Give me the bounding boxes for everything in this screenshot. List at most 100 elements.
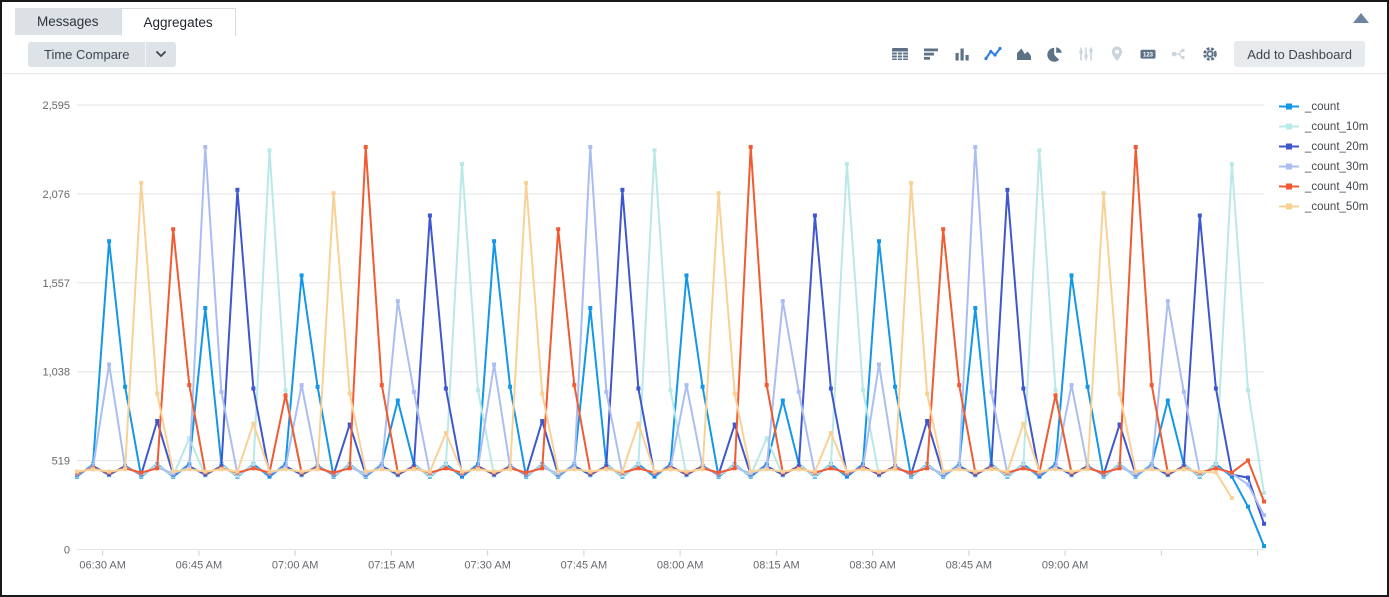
data-point [492,469,497,474]
data-point [171,469,176,474]
data-point [187,436,192,441]
x-axis-label: 08:15 AM [753,560,799,572]
data-point [411,467,416,472]
legend-marker-icon [1279,143,1299,150]
bar-horizontal-icon[interactable] [921,44,941,64]
data-point [604,389,609,394]
data-point [1021,421,1026,426]
data-point [1246,388,1250,393]
x-axis-label: 08:45 AM [946,560,992,572]
settings-gear-icon[interactable] [1200,44,1220,64]
sliders-icon[interactable] [1076,44,1096,64]
legend-item[interactable]: _count [1279,100,1368,113]
data-point [299,469,304,474]
data-point [636,421,641,426]
data-point [347,466,352,471]
data-point [283,467,288,472]
data-point [347,422,352,427]
tab-messages[interactable]: Messages [15,8,121,35]
data-point [796,467,801,472]
data-point [909,180,914,185]
data-point [973,469,978,474]
data-point [1262,513,1266,518]
area-chart-icon[interactable] [1014,44,1034,64]
data-point [299,273,304,278]
legend-item[interactable]: _count_10m [1279,120,1368,133]
tab-aggregates[interactable]: Aggregates [120,8,236,36]
data-point [1021,466,1026,471]
x-axis-label: 07:00 AM [272,560,318,572]
data-point [123,384,128,389]
data-point [780,398,785,403]
single-value-icon[interactable]: 123 [1138,44,1158,64]
x-axis-label: 06:30 AM [79,560,125,572]
data-point [251,386,256,391]
legend-item[interactable]: _count_50m [1279,200,1368,213]
legend-item[interactable]: _count_20m [1279,140,1368,153]
time-compare-button[interactable]: Time Compare [28,41,177,67]
data-point [1101,191,1106,196]
data-point [203,469,208,474]
y-axis-label: 2,595 [42,100,70,112]
data-point [620,473,625,478]
data-point [107,239,112,244]
data-point [476,467,480,472]
data-point [620,469,625,474]
line-chart-icon[interactable] [983,44,1003,64]
map-pin-icon[interactable] [1107,44,1127,64]
collapse-panel-icon[interactable] [1353,13,1369,23]
data-point [973,145,978,149]
data-point [427,473,432,478]
legend-marker-icon [1279,203,1299,210]
x-axis-label: 08:30 AM [849,560,895,572]
data-point [1229,162,1234,167]
data-point [1165,398,1170,403]
chart-region: 0 519 1,038 1,557 2,076 2,595 06:30 AM 06:45 AM… [2,74,1387,595]
legend-label: _count_10m [1305,120,1369,133]
data-point [315,384,320,389]
data-point [492,239,497,244]
data-point [203,306,208,310]
data-point [443,466,448,471]
data-point [989,389,994,394]
data-point [780,299,785,304]
x-axis-label: 07:45 AM [561,560,607,572]
table-icon[interactable] [890,44,910,64]
x-axis-label: 06:45 AM [176,560,222,572]
data-point [443,386,448,391]
data-point [1213,466,1218,471]
legend-marker-icon [1279,123,1299,130]
data-point [556,469,561,474]
y-axis-label: 1,557 [42,278,70,290]
data-point [732,466,737,471]
chart-legend: _count _count_10m _count_20m _count_30m _cou… [1279,100,1368,220]
chevron-down-icon[interactable] [146,50,176,58]
data-point [347,391,352,396]
data-point [844,469,849,474]
data-point [1021,463,1026,468]
data-point [379,467,384,472]
data-point [107,362,112,367]
data-point [267,474,272,479]
legend-item[interactable]: _count_40m [1279,180,1368,193]
data-point [235,473,240,478]
time-compare-chart: 0 519 1,038 1,557 2,076 2,595 06:30 AM 06:45 AM… [42,100,1266,572]
column-chart-icon[interactable] [952,44,972,64]
node-graph-icon[interactable] [1169,44,1189,64]
data-point [652,474,657,479]
add-to-dashboard-button[interactable]: Add to Dashboard [1234,41,1365,67]
data-point [1246,475,1250,480]
data-point [1229,470,1234,475]
data-point [684,273,689,278]
data-point [508,467,513,472]
data-point [588,469,593,474]
legend-item[interactable]: _count_30m [1279,160,1368,173]
legend-marker-icon [1279,103,1299,110]
data-point [1069,383,1074,388]
data-point [1117,422,1122,427]
data-point [219,467,224,472]
pie-chart-icon[interactable] [1045,44,1065,64]
data-point [636,463,641,468]
data-point [235,469,240,474]
data-point [828,466,833,471]
